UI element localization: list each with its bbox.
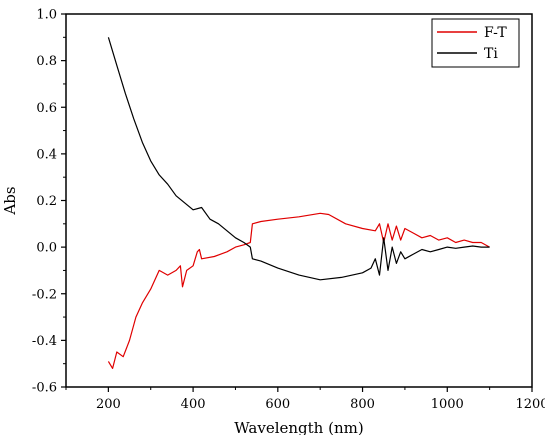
x-axis-title: Wavelength (nm): [234, 419, 363, 435]
y-tick-label: -0.4: [32, 334, 57, 349]
axes: 200 400 600 800 1000 1200 -0.6 -0.4 -0.2 0.0 0.2 0.…: [32, 8, 545, 413]
y-tick-label: 0.0: [36, 241, 57, 256]
y-tick-label: 0.4: [36, 147, 57, 162]
legend: F-T Ti: [431, 18, 520, 68]
x-tick-label: 1200: [515, 397, 545, 412]
y-tick-label: 0.6: [36, 101, 57, 116]
y-tick-label: -0.2: [32, 287, 57, 302]
plot-lines: [107, 37, 490, 369]
x-tick-label: 600: [265, 397, 290, 412]
y-tick-label: 0.8: [36, 54, 57, 69]
x-tick-label: 800: [350, 397, 375, 412]
plot-frame: [65, 13, 533, 388]
y-tick-label: 1.0: [36, 8, 57, 23]
legend-label: F-T: [484, 25, 507, 41]
y-tick-label: -0.6: [32, 381, 57, 396]
series-line-f-t: [107, 212, 490, 369]
y-tick-label: 0.2: [36, 194, 57, 209]
x-tick-label: 400: [181, 397, 206, 412]
series-line-ti: [107, 37, 490, 281]
x-tick-label: 1000: [431, 397, 464, 412]
x-tick-label: 200: [96, 397, 121, 412]
y-axis-title: Abs: [1, 186, 19, 215]
legend-label: Ti: [484, 46, 498, 62]
legend-box: [431, 18, 520, 68]
